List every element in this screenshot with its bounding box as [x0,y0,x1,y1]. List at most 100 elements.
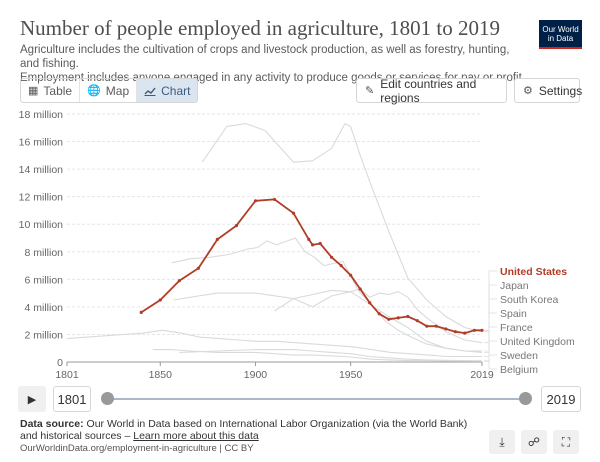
y-tick-label: 0 [57,357,63,369]
tab-chart-label: Chart [161,83,191,98]
data-point [425,324,429,328]
data-point [472,328,476,332]
pencil-icon: ✎ [365,85,375,97]
legend-connector [484,270,497,331]
logo-line-2: in Data [547,34,574,43]
timeline-track[interactable] [107,398,525,400]
legend-label-south-korea[interactable]: South Korea [500,294,559,306]
data-point [310,243,315,247]
tab-chart[interactable]: Chart [137,79,198,102]
fullscreen-button[interactable]: ⛶ [553,430,579,454]
legend-connector [484,326,497,353]
view-tabs: ▦ Table 🌐 Map Chart [20,78,199,103]
data-source-label: Data source: [20,418,84,430]
legend-connector [484,284,497,333]
y-tick-label: 2 million [24,329,63,341]
data-point [253,199,258,203]
table-icon: ▦ [28,85,39,97]
subtitle-line-1: Agriculture includes the cultivation of … [20,44,510,70]
data-point [406,314,410,319]
x-tick-label: 1950 [339,369,363,381]
series-line-france[interactable] [171,237,483,353]
series-line-japan[interactable] [201,123,483,333]
data-point [444,327,448,331]
fullscreen-icon: ⛶ [561,434,571,449]
data-point [377,312,381,316]
x-tick-label: 1900 [244,369,268,381]
y-tick-label: 14 million [19,164,64,176]
data-point [415,319,419,323]
series-line-belgium[interactable] [152,349,483,362]
legend-connector [484,354,497,362]
x-tick-label: 1850 [149,369,173,381]
legend-label-united-states[interactable]: United States [500,266,567,278]
y-tick-label: 4 million [24,302,63,314]
series-line-united-kingdom[interactable] [66,329,482,358]
settings-button[interactable]: ⚙ Settings [514,78,583,103]
y-tick-label: 10 million [19,219,64,231]
legend-connector [484,340,497,357]
owid-logo[interactable]: Our World in Data [539,20,582,49]
data-point [158,298,162,302]
data-source-text: Our World in Data based on International… [20,418,468,442]
legend-label-united-kingdom[interactable]: United Kingdom [500,336,575,348]
data-point [368,301,372,305]
data-point [396,316,400,320]
timeline-end-handle[interactable] [519,392,532,405]
end-year-box[interactable]: 2019 [541,386,581,412]
series-line-sweden[interactable] [179,349,483,362]
start-year-box[interactable]: 1801 [53,386,91,412]
data-point [434,324,438,328]
globe-icon: 🌐 [87,85,101,97]
tab-map[interactable]: 🌐 Map [80,79,138,102]
legend-label-france[interactable]: France [500,322,533,334]
series-line-united-states[interactable] [140,198,482,335]
data-point [339,263,343,268]
tab-table[interactable]: ▦ Table [21,79,81,102]
y-tick-label: 16 million [19,137,64,149]
share-icon: ☍ [527,435,541,449]
data-point [453,330,457,334]
legend-label-japan[interactable]: Japan [500,280,529,292]
tab-table-label: Table [43,83,73,98]
data-point [387,317,391,321]
y-tick-label: 18 million [19,109,64,121]
legend-connector [484,298,497,344]
data-point [330,255,334,259]
chart-title: Number of people employed in agriculture… [20,16,500,40]
data-source: Data source: Our World in Data based on … [20,418,480,442]
data-point [215,237,219,241]
legend-label-sweden[interactable]: Sweden [500,350,538,362]
play-button[interactable]: ▶ [18,386,46,412]
data-point [196,266,200,270]
x-tick-label: 2019 [470,369,494,381]
x-tick-label: 1801 [55,369,79,381]
data-point [234,224,239,228]
legend-label-spain[interactable]: Spain [500,308,527,320]
learn-more-link[interactable]: Learn more about this data [133,430,259,442]
download-icon: ⤓ [499,434,505,449]
data-point [463,331,467,335]
legend-connector [484,360,497,370]
download-button[interactable]: ⤓ [489,430,515,454]
data-point [307,237,311,241]
edit-countries-label: Edit countries and regions [380,76,477,105]
data-point [480,328,484,332]
y-tick-label: 6 million [24,274,63,286]
data-point [139,310,143,314]
share-button[interactable]: ☍ [521,430,547,454]
logo-line-1: Our World [542,25,579,34]
data-point [358,287,362,291]
line-chart-icon [144,87,156,96]
timeline-start-handle[interactable] [101,392,114,405]
series-line-spain[interactable] [173,291,482,352]
edit-countries-button[interactable]: ✎ Edit countries and regions [356,76,507,105]
settings-label: Settings [538,83,583,98]
gear-icon: ⚙ [523,85,533,97]
play-icon: ▶ [27,393,37,406]
data-point [272,197,277,202]
legend-label-belgium[interactable]: Belgium [500,364,538,376]
source-url[interactable]: OurWorldinData.org/employment-in-agricul… [20,443,254,454]
data-point [291,211,296,215]
